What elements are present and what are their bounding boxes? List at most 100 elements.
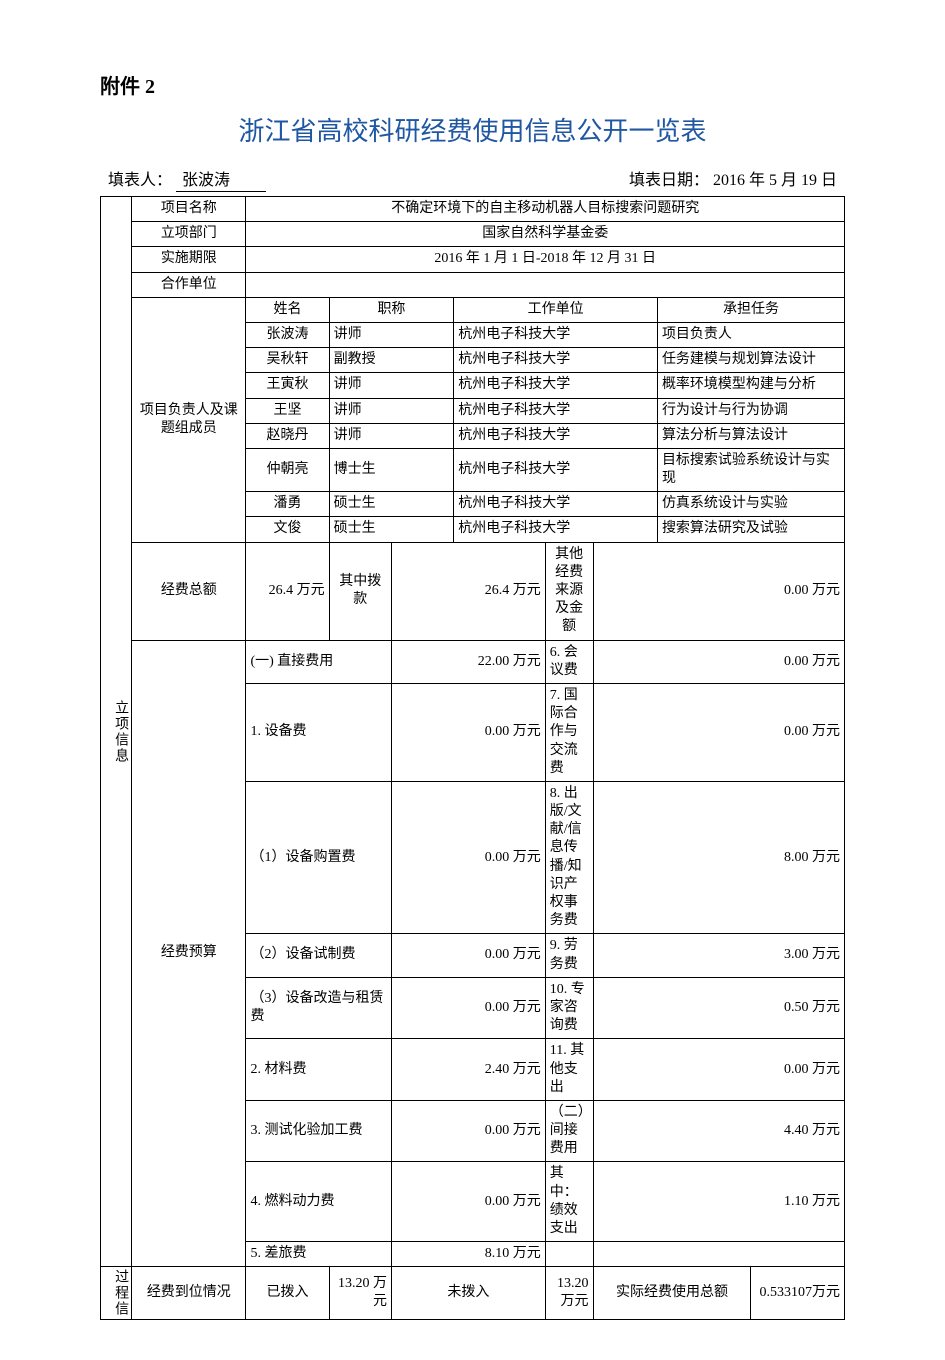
fund-total-label: 经费总额 bbox=[132, 542, 246, 640]
team-unit: 杭州电子科技大学 bbox=[454, 348, 658, 373]
table-row: 经费总额 26.4 万元 其中拨款 26.4 万元 其他经费来源及金额 0.00… bbox=[101, 542, 845, 640]
project-name: 不确定环境下的自主移动机器人目标搜索问题研究 bbox=[246, 197, 845, 222]
project-name-label: 项目名称 bbox=[132, 197, 246, 222]
period: 2016 年 1 月 1 日-2018 年 12 月 31 日 bbox=[246, 247, 845, 272]
budget-left-label: 5. 差旅费 bbox=[246, 1242, 391, 1267]
team-name: 文俊 bbox=[246, 517, 329, 542]
table-row: 立项部门 国家自然科学基金委 bbox=[101, 222, 845, 247]
budget-left-val: 0.00 万元 bbox=[391, 683, 545, 781]
side-project-info: 立项信息 bbox=[101, 197, 132, 1267]
col-name: 姓名 bbox=[246, 297, 329, 322]
side-process-info: 过程信 bbox=[101, 1267, 132, 1320]
team-task: 项目负责人 bbox=[657, 322, 844, 347]
budget-right-val: 0.00 万元 bbox=[593, 1039, 844, 1101]
dept: 国家自然科学基金委 bbox=[246, 222, 845, 247]
team-task: 搜索算法研究及试验 bbox=[657, 517, 844, 542]
fund-grant: 26.4 万元 bbox=[391, 542, 545, 640]
meta-row: 填表人： 张波涛 填表日期： 2016 年 5 月 19 日 bbox=[100, 166, 845, 192]
meta-filler: 填表人： 张波涛 bbox=[108, 166, 266, 192]
team-name: 仲朝亮 bbox=[246, 448, 329, 491]
team-name: 王坚 bbox=[246, 398, 329, 423]
arrival-paid: 13.20 万元 bbox=[329, 1267, 391, 1320]
fund-other: 0.00 万元 bbox=[593, 542, 844, 640]
team-task: 仿真系统设计与实验 bbox=[657, 492, 844, 517]
budget-right-label: （二）间接费用 bbox=[545, 1100, 593, 1162]
budget-right-val: 1.10 万元 bbox=[593, 1162, 844, 1242]
budget-left-val: 0.00 万元 bbox=[391, 781, 545, 934]
team-unit: 杭州电子科技大学 bbox=[454, 423, 658, 448]
table-row: 项目负责人及课题组成员 姓名 职称 工作单位 承担任务 bbox=[101, 297, 845, 322]
table-row: 经费预算 (一) 直接费用 22.00 万元 6. 会议费 0.00 万元 bbox=[101, 640, 845, 683]
team-unit: 杭州电子科技大学 bbox=[454, 373, 658, 398]
team-name: 王寅秋 bbox=[246, 373, 329, 398]
budget-right-label: 10. 专家咨询费 bbox=[545, 977, 593, 1039]
budget-left-val: 0.00 万元 bbox=[391, 1100, 545, 1162]
budget-right-val: 4.40 万元 bbox=[593, 1100, 844, 1162]
budget-right-label: 其中：绩效支出 bbox=[545, 1162, 593, 1242]
arrival-actual: 0.533107万元 bbox=[751, 1267, 845, 1320]
date-label: 填表日期： bbox=[629, 172, 709, 189]
budget-left-label: 4. 燃料动力费 bbox=[246, 1162, 391, 1242]
budget-left-val: 0.00 万元 bbox=[391, 977, 545, 1039]
team-task: 目标搜索试验系统设计与实现 bbox=[657, 448, 844, 491]
team-name: 张波涛 bbox=[246, 322, 329, 347]
date-value: 2016 年 5 月 19 日 bbox=[713, 172, 837, 189]
fund-grant-label: 其中拨款 bbox=[329, 542, 391, 640]
arrival-unpaid: 13.20 万元 bbox=[545, 1267, 593, 1320]
col-title: 职称 bbox=[329, 297, 454, 322]
team-task: 任务建模与规划算法设计 bbox=[657, 348, 844, 373]
filler-name: 张波涛 bbox=[176, 166, 266, 192]
budget-right-label: 7. 国际合作与交流费 bbox=[545, 683, 593, 781]
main-table: 立项信息 项目名称 不确定环境下的自主移动机器人目标搜索问题研究 立项部门 国家… bbox=[100, 196, 845, 1320]
arrival-unpaid-label: 未拨入 bbox=[391, 1267, 545, 1320]
team-title: 讲师 bbox=[329, 373, 454, 398]
arrival-actual-label: 实际经费使用总额 bbox=[593, 1267, 751, 1320]
budget-left-val: 0.00 万元 bbox=[391, 934, 545, 977]
side-process-info-text: 过程信 bbox=[103, 1269, 129, 1317]
fund-other-label: 其他经费来源及金额 bbox=[545, 542, 593, 640]
budget-right-val: 3.00 万元 bbox=[593, 934, 844, 977]
arrival-paid-label: 已拨入 bbox=[246, 1267, 329, 1320]
budget-left-val: 0.00 万元 bbox=[391, 1162, 545, 1242]
team-unit: 杭州电子科技大学 bbox=[454, 492, 658, 517]
table-row: 过程信 经费到位情况 已拨入 13.20 万元 未拨入 13.20 万元 实际经… bbox=[101, 1267, 845, 1320]
team-title: 硕士生 bbox=[329, 492, 454, 517]
col-unit: 工作单位 bbox=[454, 297, 658, 322]
team-name: 吴秋轩 bbox=[246, 348, 329, 373]
budget-left-val: 2.40 万元 bbox=[391, 1039, 545, 1101]
budget-left-label: （1）设备购置费 bbox=[246, 781, 391, 934]
budget-left-val: 8.10 万元 bbox=[391, 1242, 545, 1267]
team-name: 潘勇 bbox=[246, 492, 329, 517]
budget-right-label: 9. 劳务费 bbox=[545, 934, 593, 977]
arrival-label: 经费到位情况 bbox=[132, 1267, 246, 1320]
budget-right-val: 0.00 万元 bbox=[593, 640, 844, 683]
meta-date: 填表日期： 2016 年 5 月 19 日 bbox=[629, 166, 837, 192]
period-label: 实施期限 bbox=[132, 247, 246, 272]
budget-right-val: 8.00 万元 bbox=[593, 781, 844, 934]
budget-right-label: 8. 出版/文献/信息传播/知识产权事务费 bbox=[545, 781, 593, 934]
page-title: 浙江省高校科研经费使用信息公开一览表 bbox=[100, 111, 845, 148]
table-row: 实施期限 2016 年 1 月 1 日-2018 年 12 月 31 日 bbox=[101, 247, 845, 272]
team-task: 算法分析与算法设计 bbox=[657, 423, 844, 448]
team-title: 讲师 bbox=[329, 322, 454, 347]
budget-label: 经费预算 bbox=[132, 640, 246, 1267]
col-task: 承担任务 bbox=[657, 297, 844, 322]
team-task: 行为设计与行为协调 bbox=[657, 398, 844, 423]
budget-right-label bbox=[545, 1242, 593, 1267]
budget-left-label: （2）设备试制费 bbox=[246, 934, 391, 977]
budget-left-label: （3）设备改造与租赁费 bbox=[246, 977, 391, 1039]
table-row: 立项信息 项目名称 不确定环境下的自主移动机器人目标搜索问题研究 bbox=[101, 197, 845, 222]
attachment-label: 附件 2 bbox=[100, 70, 845, 99]
team-group-label: 项目负责人及课题组成员 bbox=[132, 297, 246, 542]
budget-right-val bbox=[593, 1242, 844, 1267]
team-unit: 杭州电子科技大学 bbox=[454, 517, 658, 542]
team-unit: 杭州电子科技大学 bbox=[454, 322, 658, 347]
team-title: 副教授 bbox=[329, 348, 454, 373]
dept-label: 立项部门 bbox=[132, 222, 246, 247]
fund-total: 26.4 万元 bbox=[246, 542, 329, 640]
team-title: 讲师 bbox=[329, 398, 454, 423]
budget-left-label: 1. 设备费 bbox=[246, 683, 391, 781]
budget-left-label: (一) 直接费用 bbox=[246, 640, 391, 683]
budget-left-val: 22.00 万元 bbox=[391, 640, 545, 683]
budget-right-val: 0.50 万元 bbox=[593, 977, 844, 1039]
